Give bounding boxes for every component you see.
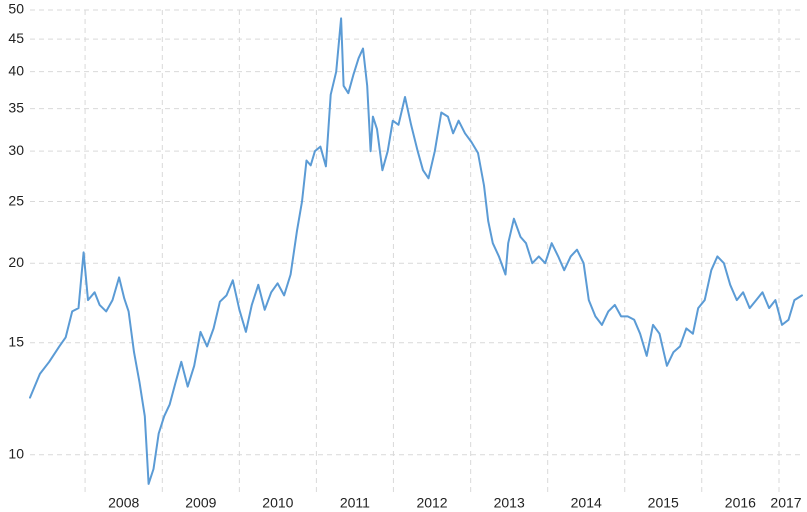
x-tick-label: 2015 xyxy=(648,495,679,511)
x-tick-label: 2011 xyxy=(340,495,370,511)
y-tick-label: 20 xyxy=(8,254,24,270)
x-tick-label: 2010 xyxy=(262,495,293,511)
y-tick-label: 50 xyxy=(8,1,24,17)
x-tick-label: 2017 xyxy=(770,495,801,511)
y-tick-label: 10 xyxy=(8,445,24,461)
x-tick-label: 2009 xyxy=(185,495,216,511)
x-tick-label: 2014 xyxy=(571,495,602,511)
y-tick-label: 40 xyxy=(8,62,24,78)
y-tick-label: 25 xyxy=(8,192,24,208)
x-tick-label: 2013 xyxy=(494,495,525,511)
series-line xyxy=(29,17,803,485)
series-group xyxy=(29,17,803,485)
y-tick-label: 30 xyxy=(8,142,24,158)
y-tick-label: 15 xyxy=(8,333,24,349)
y-tick-label: 45 xyxy=(8,30,24,46)
y-tick-label: 35 xyxy=(8,99,24,115)
x-tick-label: 2016 xyxy=(725,495,756,511)
x-tick-label: 2012 xyxy=(416,495,447,511)
x-axis-tick-labels: 2008 2009 2010 2011 2012 2013 2014 2015 2016 2017 xyxy=(108,495,802,511)
y-axis-tick-labels: 10 15 20 25 30 35 40 45 50 xyxy=(8,1,24,462)
y-gridlines xyxy=(30,9,802,456)
x-tick-label: 2008 xyxy=(108,495,139,511)
